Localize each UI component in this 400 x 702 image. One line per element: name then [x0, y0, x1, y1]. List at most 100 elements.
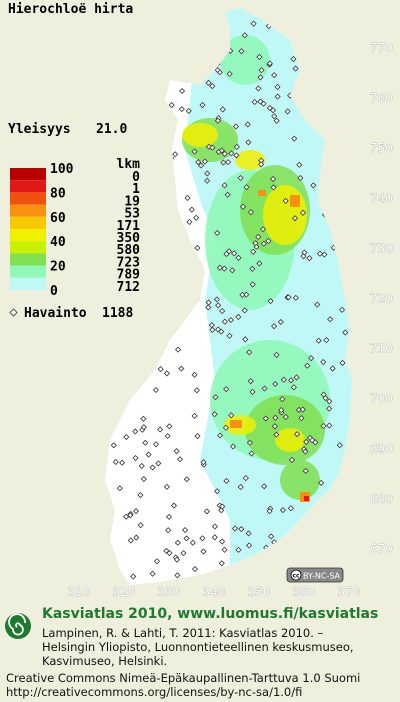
- observation-marker: [265, 237, 272, 244]
- observation-marker: [252, 240, 259, 247]
- observation-marker: [291, 135, 298, 142]
- observation-marker: [288, 377, 295, 384]
- observation-marker: [288, 456, 295, 463]
- observation-marker: [112, 458, 119, 466]
- observation-marker: [176, 456, 184, 463]
- observation-marker: [208, 322, 215, 329]
- observation-marker: [128, 57, 135, 64]
- observation-marker: [173, 556, 181, 563]
- easting-label: 340: [203, 585, 226, 599]
- observation-marker: [145, 451, 152, 458]
- observation-marker: [221, 318, 228, 325]
- observation-marker: [112, 31, 119, 38]
- observation-marker: [342, 118, 349, 125]
- legend-percent: 20: [50, 260, 66, 275]
- observation-marker: [209, 144, 216, 151]
- observation-marker: [174, 292, 181, 299]
- observation-marker: [175, 346, 182, 353]
- observation-marker: [149, 570, 156, 577]
- observation-marker: [200, 459, 207, 466]
- observation-marker: [221, 150, 228, 157]
- observation-marker: [163, 370, 170, 377]
- observation-marker: [169, 284, 176, 291]
- observation-marker: [199, 69, 207, 76]
- observation-marker: [297, 174, 304, 182]
- observation-marker: [186, 218, 193, 225]
- observation-marker: [328, 214, 335, 221]
- observation-marker: [282, 197, 289, 204]
- observation-marker: [240, 203, 247, 210]
- observation-marker: [115, 354, 122, 362]
- observation-marker: [245, 530, 252, 537]
- observation-marker: [237, 483, 244, 491]
- observation-marker: [320, 391, 327, 398]
- observation-marker: [233, 143, 240, 150]
- legend-percent: 0: [50, 284, 58, 299]
- observation-marker: [242, 475, 249, 482]
- observation-marker: [224, 191, 231, 198]
- observation-marker: [124, 88, 131, 95]
- observation-marker: [140, 424, 147, 431]
- observation-marker: [165, 527, 172, 534]
- observation-marker: [218, 147, 225, 154]
- observation-label: Havainto: [24, 306, 87, 321]
- observation-marker: [269, 175, 277, 183]
- observation-marker: [142, 439, 149, 446]
- observation-marker: [149, 39, 156, 46]
- observation-marker: [144, 203, 151, 210]
- observation-marker: [255, 233, 262, 240]
- observation-marker: [336, 19, 343, 26]
- legend-swatch: [10, 192, 46, 205]
- observation-marker: [192, 28, 199, 36]
- observation-marker: [183, 535, 190, 542]
- observation-marker: [272, 380, 279, 388]
- observation-marker: [290, 384, 297, 391]
- observation-marker: [137, 522, 144, 529]
- observation-marker: [250, 20, 257, 27]
- observation-marker: [247, 378, 254, 385]
- legend-count: 1: [132, 182, 140, 197]
- observation-marker: [229, 443, 237, 450]
- northing-label: 730: [370, 241, 393, 255]
- observation-marker: [174, 539, 181, 546]
- observation-marker: [244, 121, 251, 128]
- observation-marker: [130, 370, 137, 377]
- observation-marker: [223, 477, 230, 484]
- legend-swatch: [10, 168, 46, 181]
- observation-marker: [191, 566, 199, 573]
- observation-marker: [141, 163, 148, 170]
- observation-marker: [131, 375, 138, 382]
- observation-marker: [209, 83, 216, 90]
- observation-legend: Havainto 1188: [9, 306, 133, 321]
- observation-marker: [309, 437, 316, 444]
- observation-marker: [238, 48, 245, 55]
- observation-marker: [279, 396, 286, 403]
- observation-marker: [203, 508, 210, 515]
- observation-marker: [216, 264, 223, 271]
- observation-marker: [279, 507, 286, 514]
- license-line: http://creativecommons.org/licenses/by-n…: [6, 685, 302, 699]
- observation-marker: [320, 422, 327, 430]
- observation-marker: [248, 450, 255, 457]
- observation-marker: [131, 348, 138, 355]
- observation-marker: [138, 27, 145, 34]
- observation-marker: [260, 226, 267, 233]
- observation-marker: [123, 513, 130, 520]
- observation-marker: [336, 188, 343, 195]
- observation-marker: [318, 479, 325, 486]
- observation-marker: [166, 111, 174, 118]
- easting-label: 310: [68, 585, 91, 599]
- observation-marker: [256, 260, 263, 267]
- observation-marker: [219, 503, 226, 510]
- observation-marker: [311, 100, 318, 107]
- observation-marker: [258, 157, 265, 164]
- observation-marker: [314, 301, 321, 308]
- observation-marker: [212, 394, 219, 401]
- observation-marker: [268, 533, 275, 540]
- northing-label: 670: [370, 542, 393, 556]
- observation-marker: [197, 162, 205, 169]
- observation-marker: [306, 57, 314, 64]
- legend-percent: 80: [50, 186, 66, 201]
- legend-count: 19: [124, 194, 140, 209]
- observation-marker: [168, 289, 175, 296]
